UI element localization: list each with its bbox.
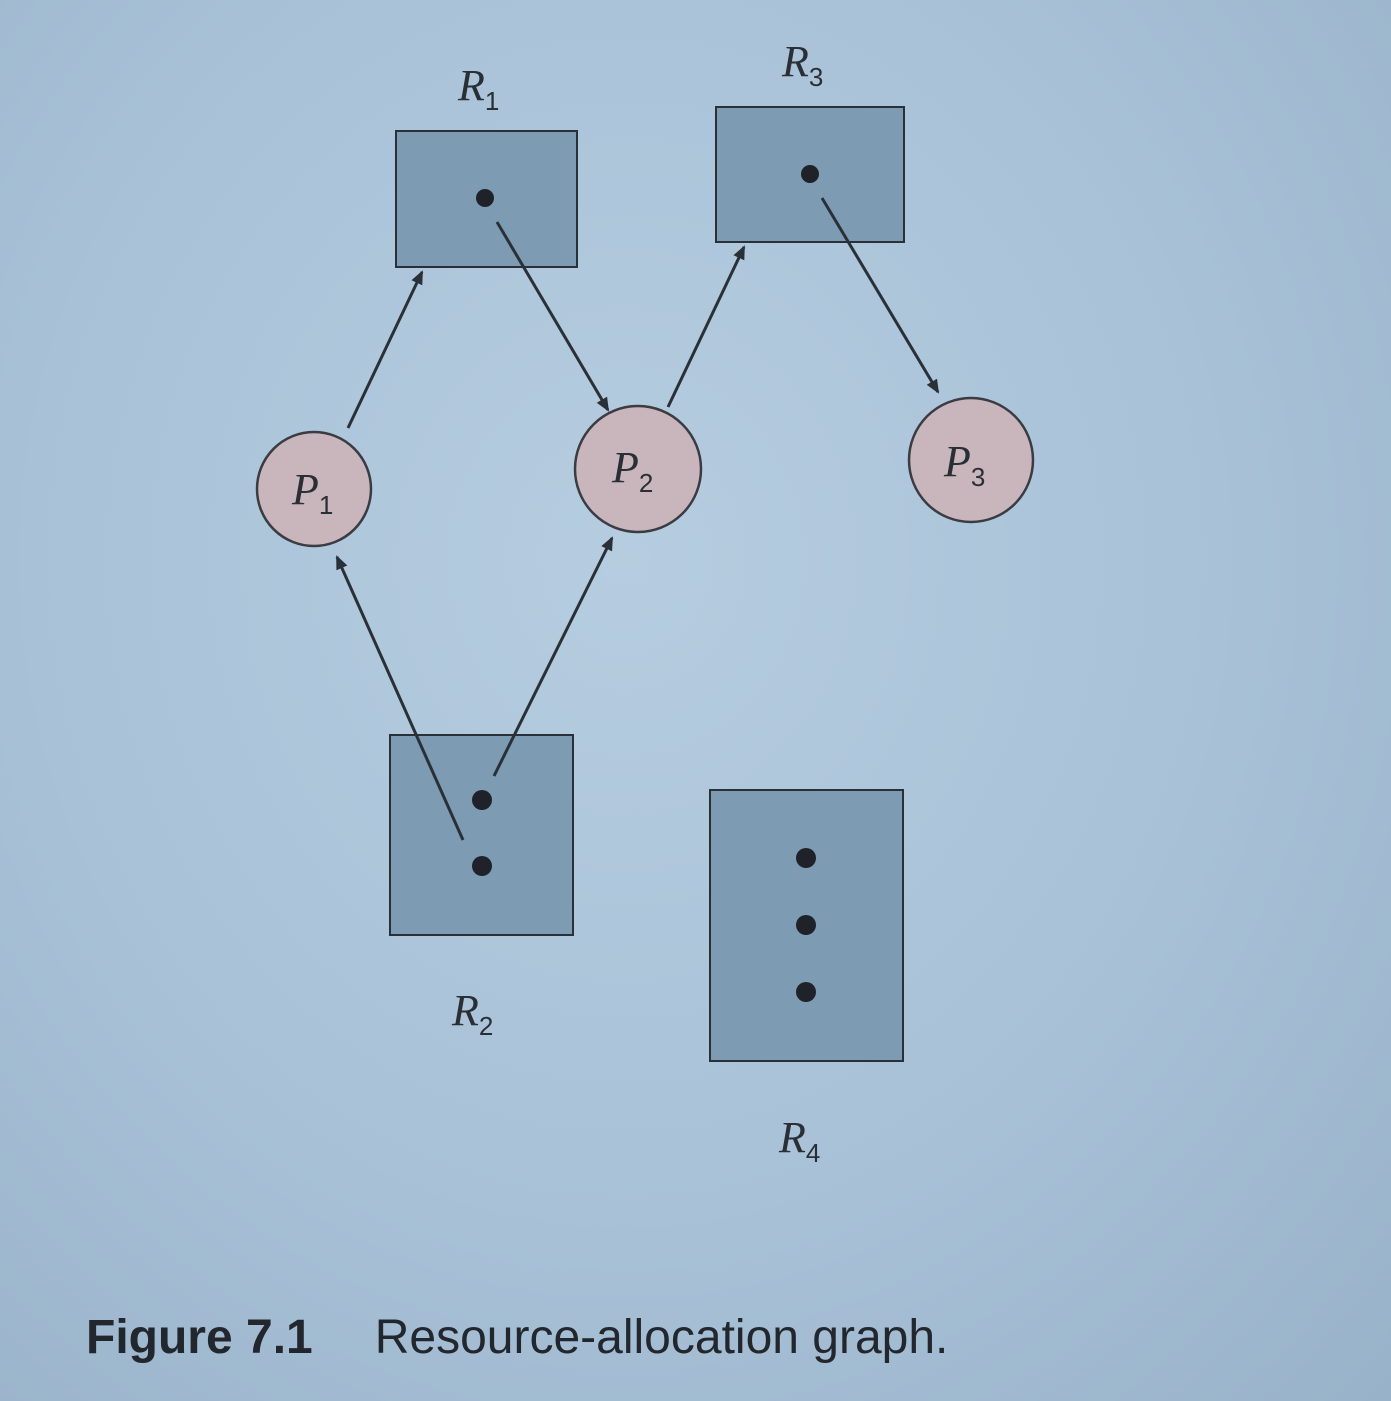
instance-dot-r4-b [796,915,816,935]
figure-title: Resource-allocation graph. [374,1311,949,1364]
resource-r3-label: R3 [781,37,823,92]
process-p2 [573,404,703,534]
edge-r1-p2 [495,221,610,412]
process-p1-label: P1 [291,465,333,520]
instance-dot-r4-c [796,982,816,1002]
resource-r4-label: R4 [778,1113,820,1168]
edge-r3-p3 [820,197,940,394]
process-p3-label: P3 [943,437,985,492]
instance-dot-r2-b [472,856,492,876]
instance-dot-r3 [801,165,819,183]
figure-number: Figure 7.1 [86,1311,313,1364]
resource-r2-label: R2 [451,986,493,1041]
edge-r2-p2 [492,536,614,777]
figure-caption: Figure 7.1 Resource-allocation graph. [86,1310,948,1365]
edge-p2-r3 [666,245,746,408]
resource-r1-label: R1 [457,61,499,116]
process-p1 [255,430,373,548]
process-p2-label: P2 [611,443,653,498]
resource-r2 [389,734,574,936]
edge-p1-r1 [346,270,424,429]
edge-r2-p1 [335,555,465,841]
process-p3 [907,396,1035,524]
instance-dot-r4-a [796,848,816,868]
instance-dot-r2-a [472,790,492,810]
instance-dot-r1 [476,189,494,207]
